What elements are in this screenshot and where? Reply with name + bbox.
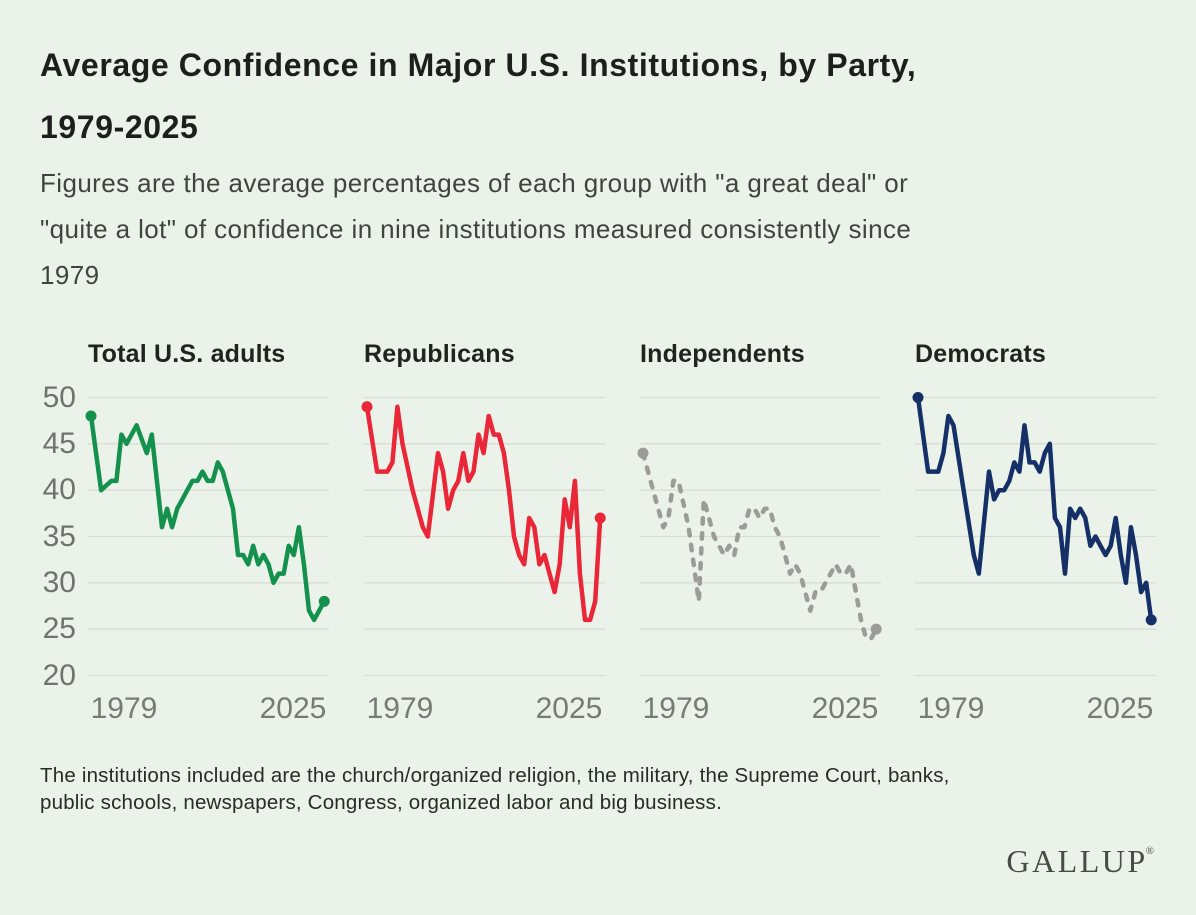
y-tick-label: 45 (42, 426, 76, 460)
chart-subtitle-line-1: Figures are the average percentages of e… (40, 168, 909, 198)
endpoint-marker-last (594, 512, 606, 524)
endpoint-marker-last (318, 595, 330, 607)
y-tick-label: 20 (42, 658, 76, 692)
y-tick-label: 35 (42, 519, 76, 553)
y-tick-label: 50 (42, 380, 76, 414)
x-tick-label: 1979 (642, 692, 710, 725)
trend-line (915, 395, 1154, 623)
footnote: The institutions included are the church… (40, 762, 950, 816)
endpoint-marker-first (912, 392, 924, 403)
y-tick-label: 25 (42, 612, 76, 646)
panel-plot (912, 392, 1157, 677)
endpoint-marker-first (85, 410, 97, 422)
panel-title: Total U.S. adults (88, 340, 286, 368)
panel-plot (85, 396, 330, 677)
gallup-logo-text: GALLUP (1006, 843, 1148, 879)
gallup-logo: GALLUP® (1006, 843, 1156, 880)
panel-title: Republicans (364, 340, 515, 368)
panel-plot (361, 396, 606, 677)
panel-independents: Independents 1979 2025 (637, 340, 882, 730)
page-title: Average Confidence in Major U.S. Institu… (40, 34, 916, 158)
endpoint-marker-last (870, 623, 882, 635)
footnote-line-1: The institutions included are the church… (40, 764, 950, 787)
panel-title: Democrats (915, 340, 1047, 368)
x-tick-label: 2025 (811, 692, 879, 725)
trend-line (88, 413, 327, 623)
x-tick-label: 1979 (917, 692, 985, 725)
x-tick-label: 2025 (535, 692, 603, 725)
chart-subtitle: Figures are the average percentages of e… (40, 160, 911, 298)
trend-line (640, 450, 879, 641)
y-tick-label: 40 (42, 473, 76, 507)
trend-line (364, 404, 603, 623)
panel-democrats: Democrats 1979 2025 (912, 340, 1157, 730)
endpoint-marker-first (637, 447, 649, 459)
y-tick-label: 30 (42, 565, 76, 599)
registered-trademark-icon: ® (1145, 845, 1154, 858)
page-title-line-2: 1979-2025 (40, 109, 199, 145)
chart-subtitle-line-3: 1979 (40, 260, 100, 290)
x-tick-label: 1979 (366, 692, 434, 725)
page-title-line-1: Average Confidence in Major U.S. Institu… (40, 47, 917, 83)
panel-total-u-s-adults: Total U.S. adults 1979 2025 (85, 340, 330, 730)
chart-subtitle-line-2: "quite a lot" of confidence in nine inst… (40, 214, 912, 244)
footnote-line-2: public schools, newspapers, Congress, or… (40, 791, 722, 814)
endpoint-marker-last (1145, 614, 1157, 626)
panel-republicans: Republicans 1979 2025 (361, 340, 606, 730)
panel-plot (637, 396, 882, 677)
panel-title: Independents (640, 340, 805, 368)
x-tick-label: 1979 (90, 692, 158, 725)
x-tick-label: 2025 (1086, 692, 1154, 725)
endpoint-marker-first (361, 401, 373, 413)
x-tick-label: 2025 (259, 692, 327, 725)
